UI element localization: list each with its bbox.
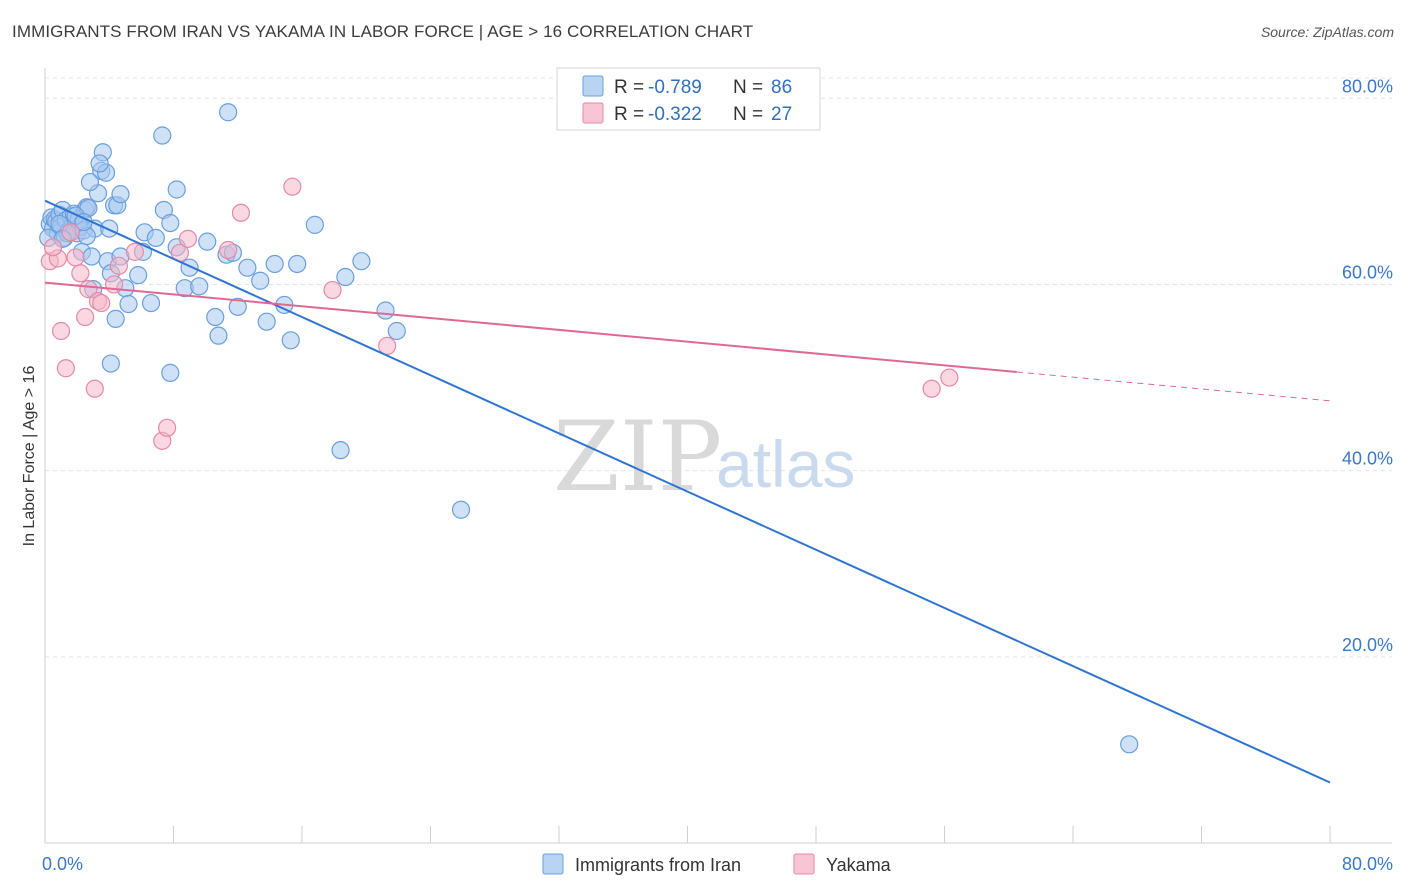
point-iran — [106, 309, 125, 328]
gridlines — [45, 77, 1392, 658]
point-iran — [80, 172, 100, 192]
legend-r-label-yakama: R = — [614, 104, 644, 125]
legend-n-value-iran: 86 — [771, 77, 792, 98]
bottom-legend-swatch-yakama — [793, 853, 815, 875]
point-iran — [281, 331, 300, 350]
point-yakama — [66, 248, 85, 267]
point-iran — [376, 301, 395, 320]
legend-r-label-iran: R = — [614, 77, 644, 98]
point-iran — [90, 154, 109, 173]
point-iran — [238, 258, 257, 277]
point-iran — [1120, 735, 1139, 754]
point-iran — [257, 312, 276, 331]
legend: R = -0.789 N = 86 R = -0.322 N = 27 — [556, 67, 821, 131]
point-iran — [387, 321, 406, 341]
point-yakama — [109, 256, 128, 275]
point-iran — [265, 254, 284, 274]
y-tick-label: 80.0% — [1342, 76, 1393, 96]
trend-lines — [44, 199, 1331, 784]
point-yakama — [378, 336, 397, 355]
point-yakama — [283, 177, 302, 196]
point-iran — [190, 277, 209, 296]
bottom-legend-swatch-iran — [542, 853, 564, 875]
data-points — [39, 103, 1139, 754]
point-yakama — [92, 293, 111, 313]
point-yakama — [219, 240, 238, 260]
point-iran — [288, 254, 307, 274]
legend-n-value-yakama: 27 — [771, 104, 792, 125]
point-iran — [100, 219, 119, 238]
point-iran — [352, 252, 371, 271]
point-yakama — [85, 379, 104, 398]
legend-swatch-yakama — [582, 102, 604, 124]
point-iran — [161, 213, 180, 233]
legend-n-label-yakama: N = — [733, 104, 763, 125]
x-tick-label: 80.0% — [1342, 854, 1393, 874]
legend-r-value-iran: -0.789 — [648, 77, 702, 98]
point-yakama — [61, 223, 80, 242]
point-yakama — [56, 359, 75, 378]
point-iran — [336, 267, 355, 287]
watermark: ZIP atlas — [553, 401, 855, 513]
point-iran — [111, 185, 130, 204]
tick-labels: 20.0% 40.0% 60.0% 80.0% 0.0% 80.0% — [42, 76, 1393, 874]
point-iran — [451, 500, 471, 519]
point-yakama — [76, 307, 95, 327]
y-tick-label: 40.0% — [1342, 449, 1393, 469]
point-yakama — [323, 280, 342, 300]
watermark-atlas: atlas — [716, 427, 855, 501]
x-tick-label: 0.0% — [42, 854, 83, 874]
y-tick-label: 60.0% — [1342, 262, 1393, 282]
point-yakama — [51, 321, 71, 341]
point-iran — [146, 228, 165, 248]
point-iran — [206, 307, 225, 327]
point-iran — [119, 294, 138, 314]
point-iran — [305, 215, 324, 234]
legend-n-label-iran: N = — [733, 77, 763, 98]
point-iran — [167, 180, 186, 199]
axes — [44, 68, 1392, 844]
bottom-legend-label-iran: Immigrants from Iran — [575, 855, 741, 875]
y-tick-label: 20.0% — [1342, 635, 1393, 655]
point-iran — [82, 247, 101, 266]
trend-line-yakama-extension — [1016, 371, 1331, 402]
point-iran — [101, 354, 120, 373]
point-yakama — [125, 242, 145, 261]
y-axis-label: In Labor Force | Age > 16 — [21, 366, 38, 547]
point-iran — [331, 441, 350, 460]
source-credit: Source: ZipAtlas.com — [1260, 24, 1394, 40]
point-iran — [219, 103, 238, 122]
chart-title: IMMIGRANTS FROM IRAN VS YAKAMA IN LABOR … — [12, 22, 754, 41]
point-yakama — [79, 280, 98, 299]
point-iran — [161, 363, 180, 382]
point-yakama — [922, 379, 941, 398]
trend-line-yakama — [44, 281, 1017, 373]
legend-swatch-iran — [582, 75, 604, 97]
point-iran — [251, 271, 270, 290]
point-iran — [209, 326, 228, 345]
point-iran — [141, 293, 161, 313]
point-yakama — [43, 238, 63, 257]
legend-r-value-yakama: -0.322 — [648, 104, 702, 125]
trend-line-iran — [44, 199, 1331, 784]
point-iran — [129, 266, 148, 285]
bottom-legend-label-yakama: Yakama — [826, 855, 892, 875]
point-yakama — [231, 203, 251, 222]
point-iran — [180, 258, 199, 277]
point-iran — [228, 297, 247, 316]
point-yakama — [940, 368, 959, 387]
point-yakama — [157, 418, 177, 437]
point-iran — [198, 232, 217, 251]
point-iran — [153, 126, 172, 145]
point-yakama — [178, 229, 198, 248]
bottom-legend: Immigrants from Iran Yakama — [542, 853, 892, 875]
point-yakama — [71, 264, 90, 283]
